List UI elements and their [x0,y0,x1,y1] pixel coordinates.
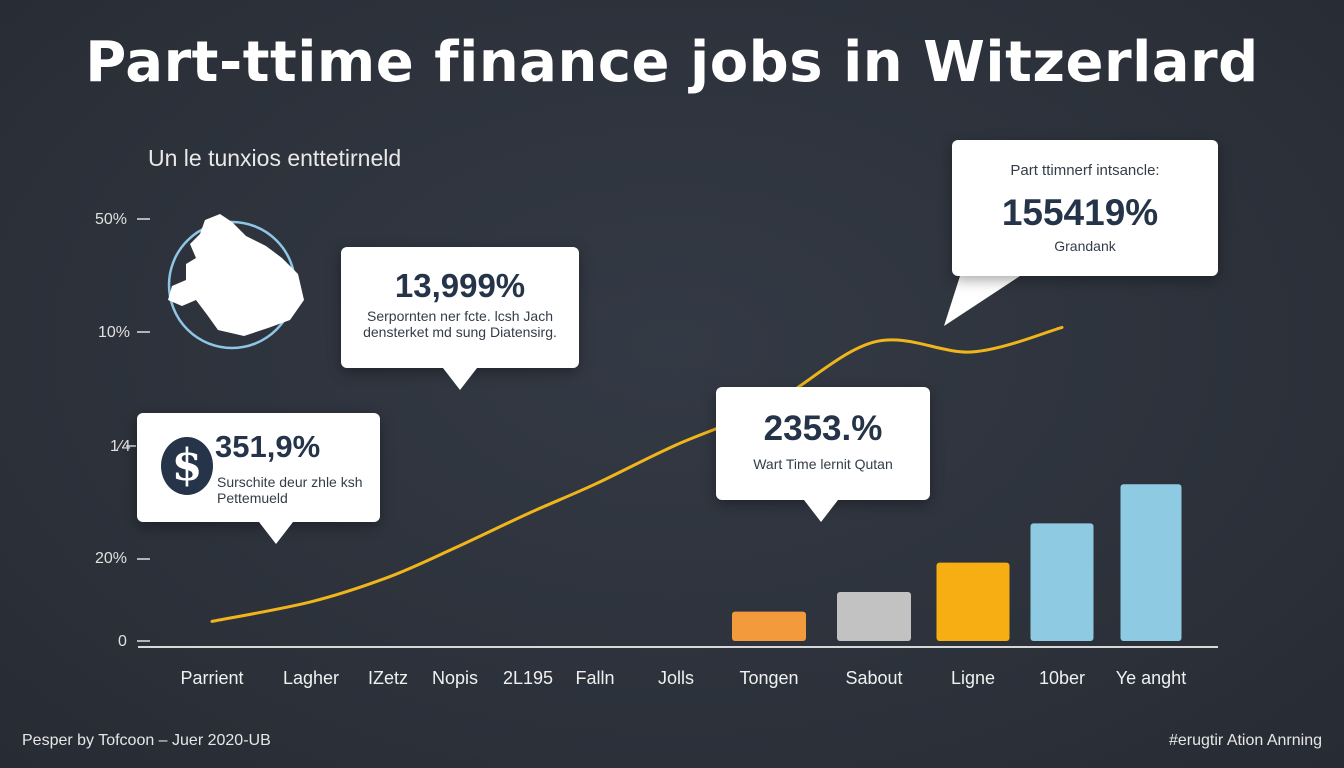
x-tick-label: IZetz [367,668,409,688]
bar [837,592,911,641]
chart-subtitle: Un le tunxios enttetirneld [148,145,402,171]
callout-header: Part ttimnerf intsancle: [1010,162,1160,179]
bar [732,611,806,641]
bar [1120,484,1182,641]
y-tick-marks [126,218,150,642]
callout-box: 13,999% Serpornten ner fcte. lcsh Jach d… [341,247,579,390]
x-tick-label: Ligne [950,668,996,688]
x-tick-label: Tongen [739,668,799,688]
x-tick-label: Lagher [282,668,340,688]
callout-text: densterket md sung Diatensirg. [363,324,557,340]
footer-source: Pesper by Tofcoon – Juer 2020-UB [22,732,271,749]
chart-title: Part-ttime finance jobs in Witzerlard [85,30,1259,95]
callout-text: Serpornten ner fcte. lcsh Jach [367,308,553,324]
callout-text: Surschite deur zhle ksh [217,474,363,490]
callout-box: $ 351,9% Surschite deur zhle ksh Pettemu… [137,413,380,544]
x-tick-label: 2L195 [502,668,554,688]
x-tick-label: 10ber [1038,668,1086,688]
callout-value: 13,999% [394,267,526,304]
bars-group [732,484,1182,641]
callout-pointer [944,276,1020,326]
callout-tail [804,500,838,522]
callout-box: 2353.% Wart Time lernit Qutan [716,387,930,522]
x-tick-label: Parrient [180,668,244,688]
x-tick-label: Ye anght [1115,668,1187,688]
callout-value: 2353.% [763,409,883,448]
callout-tail [443,368,477,390]
bar [1030,523,1094,641]
callout-box: Part ttimnerf intsancle: 155419% Grandan… [952,140,1218,276]
y-tick-label: 50% [95,211,128,228]
bar [936,562,1010,641]
footer-hashtag: #erugtir Ation Anrning [1169,732,1322,749]
y-tick-label: 20% [95,550,128,567]
callout-text: Pettemueld [217,490,288,506]
x-tick-label: Sabout [845,668,903,688]
dollar-icon: $ [161,437,213,495]
callout-text: Grandank [1054,238,1116,254]
callout-value: 351,9% [215,429,321,464]
y-tick-label: 10% [98,324,131,341]
y-tick-label: 1⁄4 [110,438,131,455]
trend-line [210,325,1064,623]
callout-text: Wart Time lernit Qutan [753,456,893,472]
callout-value: 155419% [1001,192,1159,233]
x-tick-label: Nopis [431,668,479,688]
switzerland-map-icon [167,214,304,350]
x-tick-label: Jolls [657,668,695,688]
y-tick-label: 0 [118,633,127,650]
callout-tail [259,522,293,544]
x-tick-label: Falln [575,668,615,688]
